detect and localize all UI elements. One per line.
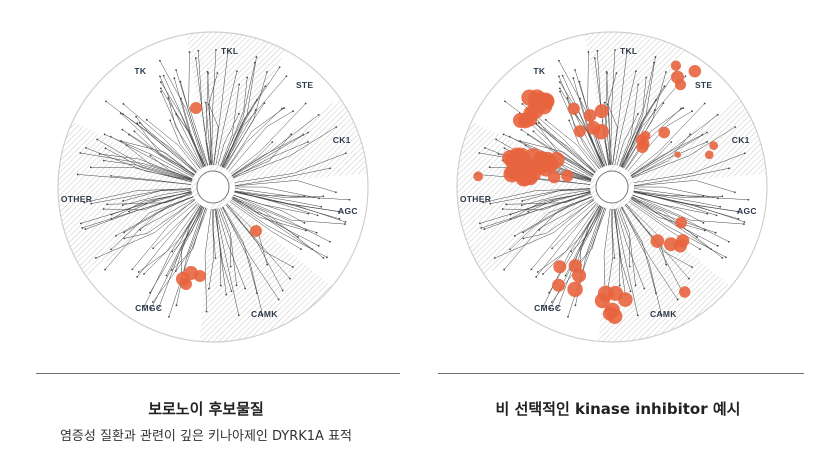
kinase-hit-marker (607, 308, 623, 325)
kinase-hit-marker (573, 125, 586, 138)
kinase-hit-marker (688, 64, 702, 78)
family-label-other: OTHER (460, 194, 491, 204)
family-label-ste: STE (296, 80, 313, 90)
kinase-hit-marker (658, 126, 670, 139)
family-label-ck1: CK1 (732, 135, 750, 145)
outer-circle (57, 31, 369, 343)
caption-subtitle: 염증성 질환과 관련이 깊은 키나아제인 DYRK1A 표적 (59, 429, 353, 444)
kinase-hit-marker (709, 141, 719, 150)
family-label-cmgc: CMGC (135, 303, 162, 313)
kinase-hit-marker (537, 160, 554, 177)
family-sector-ck1 (612, 98, 767, 187)
kinase-hit-marker (473, 171, 483, 182)
kinase-hit-marker (674, 151, 681, 158)
family-label-camk: CAMK (251, 309, 278, 319)
family-sector-other (57, 121, 213, 276)
outer-circle (456, 31, 768, 343)
kinase-hit-marker (674, 79, 687, 91)
inhibitor-hits (473, 60, 719, 325)
kinase-hit-marker (548, 151, 565, 168)
kinase-hit-marker (568, 259, 582, 273)
divider-line (36, 373, 400, 374)
kinase-hit-marker (679, 286, 691, 298)
kinase-hit-marker (704, 150, 714, 160)
family-label-other: OTHER (61, 194, 92, 204)
kinase-hit-marker (567, 281, 583, 298)
kinase-hit-marker (593, 123, 609, 140)
kinase-hit-marker (561, 169, 574, 182)
family-label-ste: STE (695, 80, 712, 90)
kinase-hit-marker (594, 104, 609, 119)
kinase-hit-marker (538, 93, 555, 110)
kinase-hit-marker (180, 278, 192, 290)
divider-line (438, 373, 804, 374)
kinase-hit-marker (638, 138, 650, 150)
caption-title: 보로노이 후보물질 (148, 400, 264, 418)
kinase-hit-marker (675, 216, 688, 229)
inhibitor-hits (176, 102, 262, 290)
kinase-hit-marker (583, 109, 597, 123)
kinase-hit-marker (594, 293, 610, 309)
left-panel: TKL STE CK1 AGC CAMK CMGC OTHER TK 보로노이 후보물질 염증… (36, 31, 400, 444)
kinome-tree-selective: TKL STE CK1 AGC CAMK CMGC OTHER TK (57, 31, 369, 343)
kinase-hit-marker (517, 114, 533, 129)
family-label-camk: CAMK (650, 309, 677, 319)
family-sector-other (457, 121, 612, 276)
kinase-hit-marker (567, 102, 580, 115)
kinase-hit-marker (547, 170, 561, 184)
kinase-hit-marker (663, 237, 678, 252)
kinase-hit-marker (505, 163, 522, 180)
family-label-agc: AGC (338, 206, 358, 216)
kinase-hit-marker (618, 292, 633, 307)
tree-root (196, 170, 230, 204)
family-label-ck1: CK1 (333, 135, 351, 145)
kinase-hit-marker (190, 102, 202, 114)
family-label-agc: AGC (737, 206, 757, 216)
family-sector-ck1 (213, 98, 368, 187)
kinome-tree-nonselective: TKL STE CK1 AGC CAMK CMGC OTHER TK (456, 31, 768, 343)
family-label-tkl: TKL (620, 46, 637, 56)
kinase-hit-marker (250, 225, 262, 237)
family-label-tk: TK (134, 66, 146, 76)
kinase-hit-marker (517, 163, 534, 180)
tree-root (595, 170, 629, 204)
tree-branches (76, 49, 351, 318)
kinase-hit-marker (670, 60, 682, 71)
kinase-hit-marker (650, 234, 665, 248)
kinase-hit-marker (676, 234, 690, 248)
right-panel: TKL STE CK1 AGC CAMK CMGC OTHER TK 비 선택적인 kinas… (412, 0, 824, 462)
caption-title: 비 선택적인 kinase inhibitor 예시 (495, 400, 741, 418)
kinase-hit-marker (194, 270, 206, 282)
family-label-tk: TK (533, 66, 545, 76)
kinase-hit-marker (553, 260, 567, 274)
family-label-tkl: TKL (221, 46, 238, 56)
kinase-hit-marker (552, 278, 566, 292)
family-label-cmgc: CMGC (534, 303, 561, 313)
